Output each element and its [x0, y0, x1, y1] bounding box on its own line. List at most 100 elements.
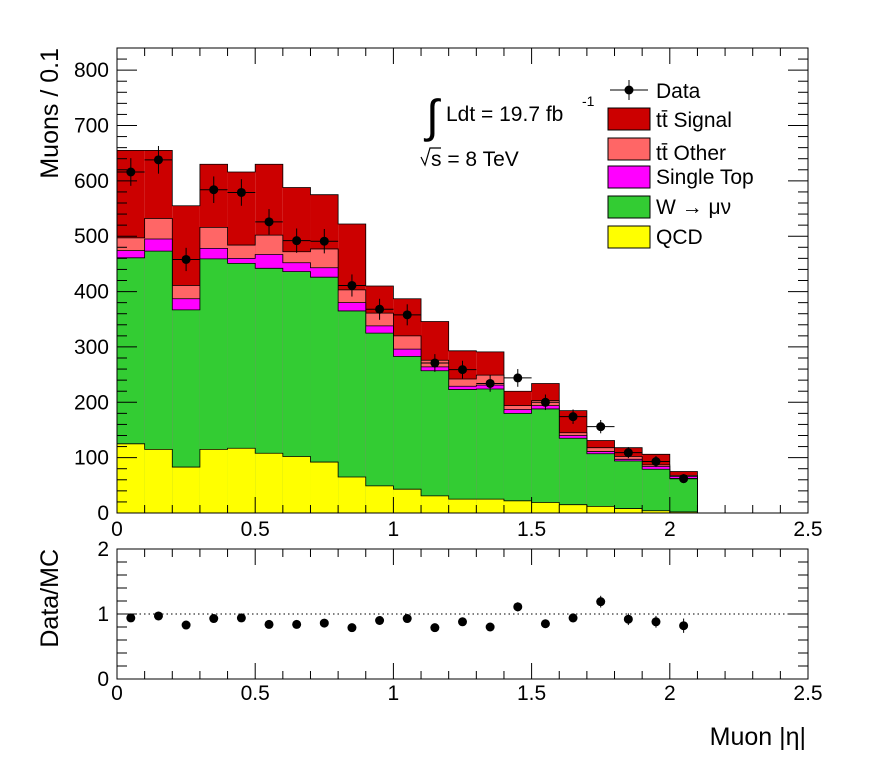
y-tick-label: 500 — [74, 225, 109, 248]
ratio-point — [319, 618, 329, 628]
stack-bar-qcd — [310, 462, 339, 513]
ratio-marker — [540, 619, 550, 629]
x-tick-label: 0.5 — [241, 682, 270, 705]
luminosity-text: Ldt = 19.7 fb — [446, 103, 563, 126]
ratio-marker — [568, 613, 578, 623]
data-point — [255, 209, 283, 235]
data-point — [503, 369, 532, 387]
stack-bar-qcd — [227, 448, 256, 513]
integral-symbol: ∫ — [423, 90, 441, 142]
data-point — [448, 360, 477, 379]
data-marker — [513, 373, 523, 383]
data-point — [642, 455, 670, 468]
data-marker — [375, 304, 385, 314]
ratio-marker — [651, 617, 661, 627]
stack-bar-w — [365, 333, 394, 513]
ratio-marker — [153, 611, 163, 621]
ratio-y-axis-title: Data/MC — [36, 549, 64, 648]
ratio-point — [679, 618, 689, 633]
stack-outline-tt-signal — [116, 150, 698, 513]
ratio-point — [623, 613, 633, 626]
data-marker — [485, 378, 495, 388]
stack-bar-w — [503, 413, 532, 513]
x-tick-label: 2.5 — [793, 682, 822, 705]
ratio-marker — [347, 623, 357, 633]
data-point — [476, 375, 504, 392]
legend-item-tt-other: tt̄ Other — [607, 137, 726, 165]
ratio-points — [126, 595, 689, 633]
x-tick-label: 1 — [388, 682, 400, 705]
ratio-point — [540, 619, 550, 629]
ratio-marker — [485, 622, 495, 632]
stack-bar-w — [531, 408, 560, 513]
stack-bar-qcd — [393, 489, 422, 513]
legend-label-single-top: Single Top — [656, 166, 754, 189]
top-panel: 0 0.5 1 1.5 2 2.5 0 100 200 300 400 500 600 700 800 M… — [36, 47, 823, 541]
stack-bar-w — [586, 453, 615, 513]
top-y-axis-title: Muons / 0.1 — [36, 48, 64, 179]
stack-bar-qcd — [448, 499, 477, 513]
ratio-marker — [513, 602, 523, 612]
ratio-y-tick-label: 2 — [97, 538, 109, 561]
y-tick-label: 100 — [74, 447, 109, 470]
stack-bar-qcd — [199, 449, 228, 513]
data-point — [531, 394, 560, 411]
y-tick-label: 600 — [74, 170, 109, 193]
stack-bar-qcd — [282, 456, 311, 513]
ratio-marker — [623, 614, 633, 624]
legend: Data tt̄ Signal tt̄ Other Single Top W →… — [607, 80, 754, 249]
ratio-panel: 0 0.5 1 1.5 2 2.5 0 1 2 Data/MC Muon |η| — [36, 538, 823, 751]
ratio-marker — [209, 614, 219, 624]
data-point — [559, 409, 587, 424]
ratio-marker — [458, 617, 467, 627]
stack-bar-qcd — [338, 477, 366, 513]
ratio-point — [458, 617, 467, 627]
energy-annotation: s = 8 TeV — [420, 147, 519, 171]
ratio-marker — [402, 614, 412, 624]
data-point — [338, 274, 366, 297]
legend-swatch-tt-other — [607, 137, 651, 161]
y-tick-label: 200 — [74, 391, 109, 414]
legend-item-qcd: QCD — [607, 225, 703, 249]
legend-label-data: Data — [656, 80, 701, 103]
stack-bar-qcd — [559, 504, 587, 513]
ratio-point — [596, 595, 606, 608]
ratio-marker — [319, 618, 329, 628]
x-tick-label: 0 — [111, 518, 123, 541]
ratio-marker — [375, 616, 385, 625]
ratio-marker — [126, 613, 136, 623]
y-tick-label: 400 — [74, 281, 109, 304]
ratio-point — [375, 616, 385, 625]
stack-bar-qcd — [586, 506, 615, 513]
data-point — [365, 298, 394, 320]
stack-bar-qcd — [669, 511, 698, 513]
stack-bar-qcd — [642, 510, 670, 513]
stack-bar-w — [614, 460, 643, 513]
ratio-marker — [181, 620, 191, 630]
stack-bar-qcd — [421, 495, 449, 513]
x-tick-label: 0 — [111, 682, 123, 705]
data-marker — [209, 185, 219, 195]
stacked-histogram — [116, 150, 698, 514]
stack-bar-w — [448, 389, 477, 513]
ratio-point — [430, 623, 440, 633]
legend-label-qcd: QCD — [656, 226, 703, 249]
legend-item-w-mu-nu: W → μν — [607, 195, 731, 219]
sqrt-symbol — [420, 147, 441, 167]
data-point — [199, 176, 228, 203]
ratio-marker — [236, 613, 246, 623]
legend-item-tt-signal: tt̄ Signal — [607, 107, 732, 132]
stack-layer-qcd — [116, 443, 698, 513]
data-point — [172, 247, 200, 272]
legend-label-w-mu-nu: W → μν — [656, 196, 731, 219]
y-tick-label: 800 — [74, 59, 109, 82]
data-marker — [264, 217, 274, 227]
stack-bar-qcd — [117, 443, 145, 513]
data-marker — [679, 474, 689, 484]
stack-bar-w — [559, 438, 587, 513]
legend-swatch-single-top — [607, 165, 651, 189]
x-tick-label: 1 — [388, 518, 400, 541]
ratio-point — [209, 614, 219, 624]
data-marker — [153, 155, 163, 165]
